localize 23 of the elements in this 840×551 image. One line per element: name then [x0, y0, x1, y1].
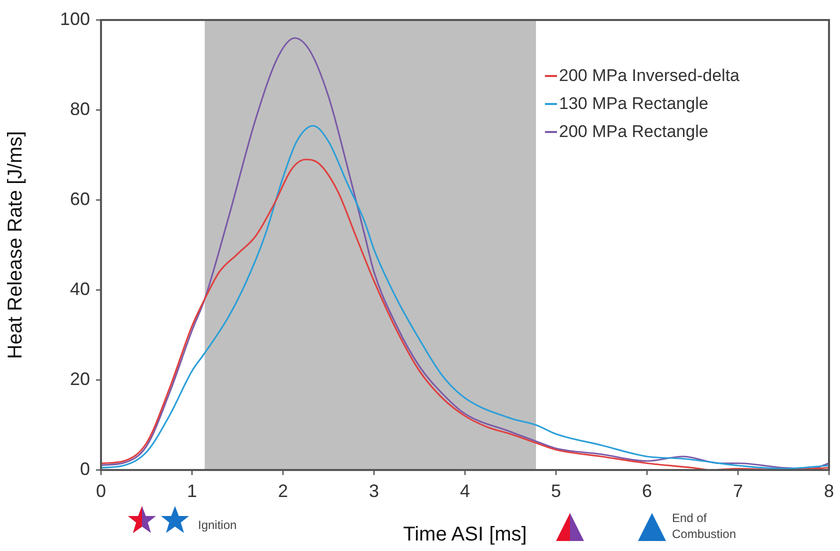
x-tick-label: 8	[824, 480, 834, 501]
legend-label: 200 MPa Rectangle	[559, 122, 708, 142]
x-tick-label: 3	[368, 480, 380, 501]
x-tick-label: 2	[278, 480, 288, 501]
y-tick-label: 60	[70, 188, 90, 209]
y-tick-label: 100	[60, 8, 90, 29]
y-tick-label: 0	[80, 458, 90, 479]
x-axis-title: Time ASI [ms]	[403, 524, 527, 546]
text: End of Combustion	[672, 510, 738, 542]
text: Ignition	[198, 517, 237, 533]
x-tick-label: 5	[550, 480, 562, 501]
x-tick-label: 0	[96, 480, 106, 501]
y-tick-label: 80	[70, 98, 90, 119]
y-tick-label: 40	[70, 278, 90, 299]
line-series	[101, 37, 829, 470]
x-tick-label: 7	[732, 480, 744, 501]
x-tick-label: 1	[186, 480, 198, 501]
legend-label: 200 MPa Inversed-delta	[559, 66, 740, 86]
x-tick-label: 6	[642, 480, 652, 501]
x-tick-label: 4	[460, 480, 470, 501]
legend-label: 130 MPa Rectangle	[559, 94, 708, 114]
y-axis-title: Heat Release Rate [J/ms]	[4, 131, 27, 359]
y-tick-label: 20	[70, 368, 90, 389]
